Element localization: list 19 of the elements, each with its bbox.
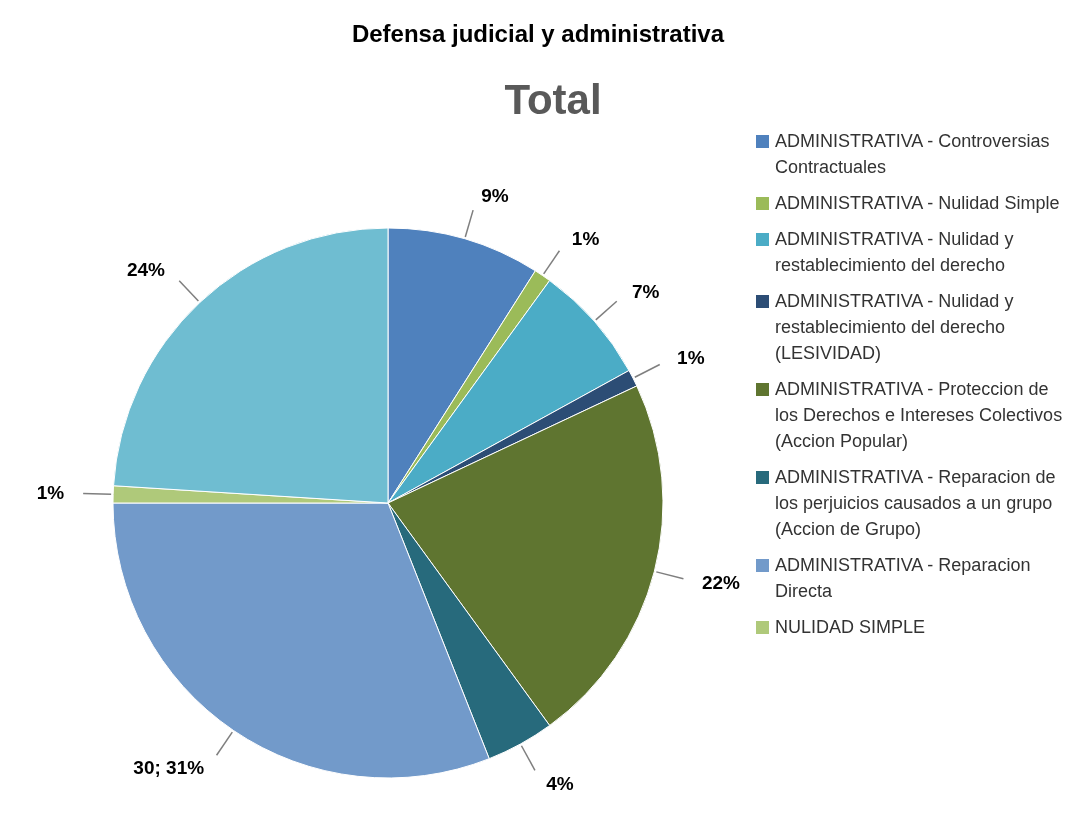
chart-title: Defensa judicial y administrativa — [350, 20, 726, 48]
data-label: 1% — [677, 347, 705, 369]
chart-subtitle: Total — [503, 76, 603, 124]
legend-label: ADMINISTRATIVA - Reparacion Directa — [775, 554, 1032, 603]
legend-label: ADMINISTRATIVA - Proteccion de los Derechos e Intereses Colectivos (Accion Popular) — [775, 378, 1064, 453]
data-label: 1% — [36, 482, 65, 504]
legend-label: ADMINISTRATIVA - Nulidad y restablecimiento del derecho — [775, 228, 1015, 277]
data-label: 4% — [546, 772, 574, 794]
data-label: 7% — [632, 280, 660, 302]
legend-label: NULIDAD SIMPLE — [775, 616, 926, 639]
legend-label: ADMINISTRATIVA - Reparacion de los perjuicios causados a un grupo (Accion de Grupo) — [775, 466, 1057, 541]
data-label: 22% — [701, 572, 741, 594]
legend-label: ADMINISTRATIVA - Controversias Contractuales — [775, 130, 1051, 179]
data-label: 30; 31% — [133, 757, 205, 779]
data-label: 1% — [571, 227, 600, 249]
legend-label: ADMINISTRATIVA - Nulidad Simple — [775, 192, 1060, 215]
legend-label: ADMINISTRATIVA - Nulidad y restablecimiento del derecho (LESIVIDAD) — [775, 290, 1015, 365]
data-label: 24% — [126, 259, 166, 281]
data-label: 9% — [481, 185, 509, 207]
